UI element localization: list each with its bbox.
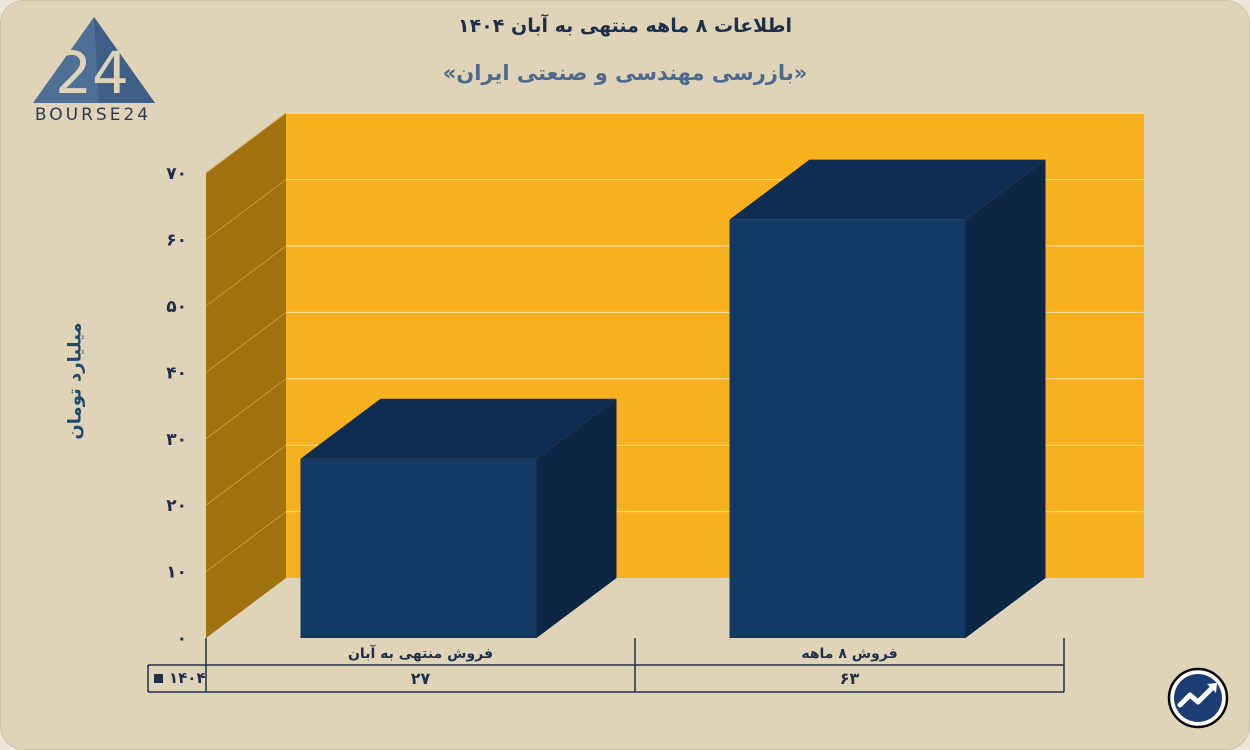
gridline-side: [205, 112, 287, 174]
y-tick-label: ۲۰: [166, 496, 187, 516]
y-tick-label: ۵۰: [166, 297, 187, 317]
y-tick-label: ۰: [177, 629, 187, 649]
category-label: فروش منتهی به آبان: [348, 644, 493, 662]
bar-front: [729, 219, 966, 638]
plot-side-wall: [206, 113, 286, 638]
data-label: ۶۳: [840, 669, 860, 688]
logo-text: BOURSE24: [34, 105, 152, 125]
y-tick-label: ۴۰: [166, 363, 187, 383]
data-table: فروش منتهی به آبان ۲۷ فروش ۸ ماهه ۶۳ ۱۴۰۴: [147, 638, 1065, 693]
legend-swatch: [154, 674, 163, 683]
bar-top: [300, 398, 617, 459]
bar-front: [300, 458, 537, 638]
bars: [300, 159, 1046, 638]
gridline-side: [205, 511, 287, 572]
y-tick-label: ۷۰: [166, 164, 187, 184]
chart-subtitle: «بازرسی مهندسی و صنعتی ایران»: [442, 61, 808, 85]
gridline-side: [205, 179, 287, 241]
category-label: فروش ۸ ماهه: [801, 646, 897, 662]
bar: [300, 398, 617, 638]
gridline-side: [205, 378, 287, 440]
logo-mark: 24: [55, 39, 129, 107]
bar-side: [965, 159, 1046, 638]
bar: [729, 159, 1046, 638]
legend-series-name: ۱۴۰۴: [169, 669, 206, 687]
triangle-logo-icon: 24: [33, 17, 155, 107]
gridline-side: [205, 245, 287, 307]
y-tick-label: ۳۰: [166, 430, 187, 450]
y-tick-label: ۱۰: [166, 563, 187, 583]
data-label: ۲۷: [411, 669, 431, 688]
y-tick-labels: ۰ ۱۰ ۲۰ ۳۰ ۴۰ ۵۰ ۶۰ ۷۰: [166, 164, 187, 649]
trend-up-arrow-icon: [1167, 667, 1229, 729]
gridline-side: [205, 444, 287, 506]
bar-side: [536, 398, 617, 638]
chart-title: اطلاعات ۸ ماهه منتهی به آبان ۱۴۰۴: [457, 15, 793, 37]
y-tick-label: ۶۰: [166, 231, 187, 251]
gridline-side: [205, 311, 287, 373]
bar-top: [729, 159, 1046, 220]
